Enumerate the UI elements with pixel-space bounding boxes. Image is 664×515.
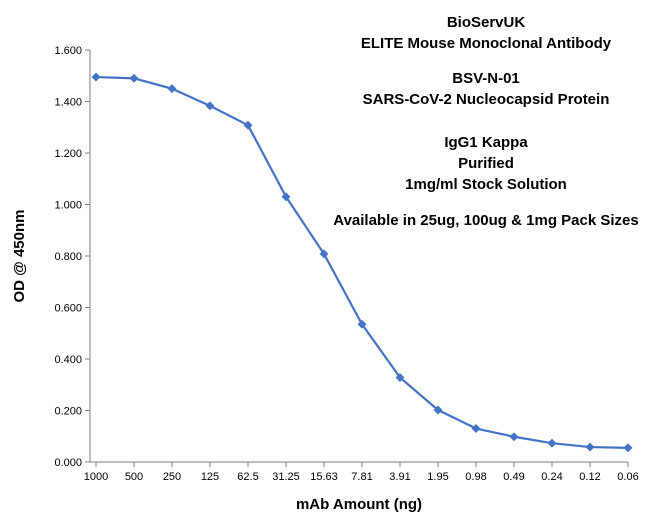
x-tick-label: 250 (163, 471, 181, 483)
y-tick-label: 1.400 (54, 97, 82, 109)
y-tick-label: 0.200 (54, 406, 82, 418)
x-tick-label: 15.63 (310, 471, 338, 483)
x-tick-label: 0.98 (465, 471, 486, 483)
data-point (243, 120, 253, 130)
x-tick-label: 0.12 (579, 471, 600, 483)
data-point (167, 84, 177, 94)
y-tick-label: 1.200 (54, 148, 82, 160)
data-point (357, 319, 367, 329)
data-point (585, 442, 595, 452)
x-tick-label: 7.81 (351, 471, 372, 483)
data-point (395, 372, 405, 383)
annotation-target: SARS-CoV-2 Nucleocapsid Protein (363, 91, 610, 108)
y-axis-title: OD @ 450nm (11, 210, 28, 303)
x-tick-label: 0.49 (503, 471, 524, 483)
series-group (91, 72, 633, 453)
y-tick-label: 1.600 (54, 45, 82, 57)
annotation-concentration: 1mg/ml Stock Solution (405, 176, 567, 193)
y-tick-label: 0.400 (54, 354, 82, 366)
annotation-pack-sizes: Available in 25ug, 100ug & 1mg Pack Size… (333, 212, 638, 229)
x-tick-label: 1.95 (427, 471, 448, 483)
annotation-brand: BioServUK (447, 14, 526, 31)
data-point (433, 405, 443, 415)
annotation-product-line: ELITE Mouse Monoclonal Antibody (361, 35, 612, 52)
series-line (94, 75, 630, 449)
x-tick-label: 1000 (84, 471, 108, 483)
y-tick-label: 1.000 (54, 200, 82, 212)
y-tick-group: 0.000 0.200 0.400 0.600 0.800 1.000 1.200 1.400… (54, 45, 90, 469)
data-point (319, 249, 329, 259)
annotation-block: BioServUK ELITE Mouse Monoclonal Antibod… (333, 14, 638, 229)
x-tick-label: 31.25 (272, 471, 300, 483)
annotation-isotype: IgG1 Kappa (444, 134, 528, 151)
annotation-purification: Purified (458, 155, 514, 172)
data-point (91, 72, 101, 82)
y-tick-label: 0.600 (54, 303, 82, 315)
x-tick-label: 500 (125, 471, 143, 483)
data-point (129, 73, 139, 83)
x-tick-label: 0.24 (541, 471, 562, 483)
y-tick-label: 0.000 (54, 457, 82, 469)
data-point (205, 101, 215, 111)
x-axis-title: mAb Amount (ng) (296, 496, 422, 513)
data-point (623, 443, 633, 453)
x-tick-label: 62.5 (237, 471, 258, 483)
y-tick-label: 0.800 (54, 251, 82, 263)
x-tick-label: 3.91 (389, 471, 410, 483)
x-tick-group: 1000 500 250 125 62.5 31.25 15.63 7.81 3.91 1.95 0… (84, 462, 639, 483)
annotation-clone-id: BSV-N-01 (452, 70, 520, 87)
data-point (281, 192, 291, 202)
x-tick-label: 0.06 (617, 471, 638, 483)
data-point (547, 438, 557, 448)
data-point (509, 432, 519, 442)
x-tick-label: 125 (201, 471, 219, 483)
data-point (471, 423, 481, 434)
